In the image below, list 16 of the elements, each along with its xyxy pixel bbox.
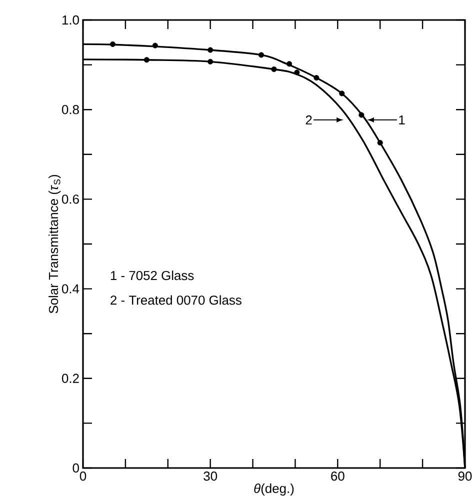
y-tick-label: 0.4 (62, 284, 80, 294)
y-tick-label: 1.0 (62, 15, 79, 25)
annotation: 2 - Treated 0070 Glass (110, 295, 242, 305)
y-tick-label: 0.6 (62, 194, 79, 204)
x-axis-title: θ(deg.) (254, 484, 294, 496)
annotation: 2 (306, 115, 312, 124)
x-tick-label: 30 (204, 472, 218, 481)
annotation: 1 (399, 115, 405, 124)
x-tick-label: 60 (331, 472, 344, 481)
annotation: 1 - 7052 Glass (110, 270, 194, 280)
y-tick-label: 0.2 (62, 374, 79, 383)
x-tick-label: 90 (458, 472, 472, 481)
y-tick-label: 0 (72, 463, 79, 473)
y-tick-label: 0.8 (62, 105, 79, 114)
y-axis-title: Solar Transmittance (τ$_{S}$) (48, 174, 61, 314)
x-tick-label: 0 (80, 472, 86, 481)
